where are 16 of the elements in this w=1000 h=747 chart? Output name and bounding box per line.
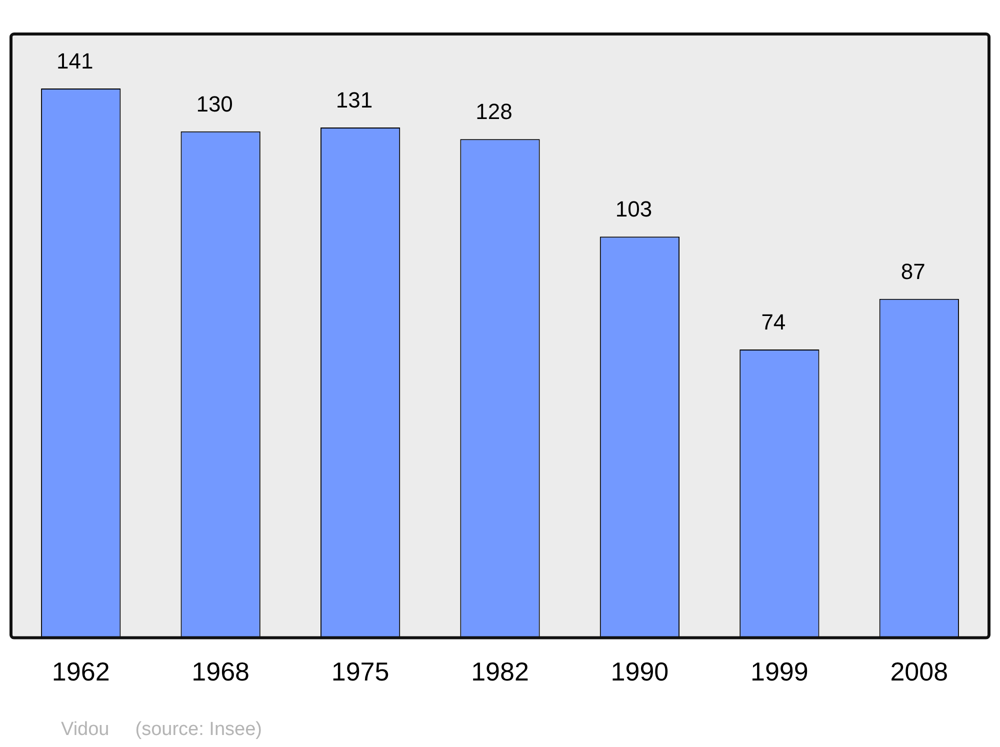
data-label: 128 xyxy=(476,99,512,124)
x-tick-label: 1968 xyxy=(192,656,250,687)
x-tick-label: 1990 xyxy=(610,656,669,687)
data-label: 74 xyxy=(761,310,786,335)
x-tick-label: 1975 xyxy=(331,656,390,687)
data-label: 130 xyxy=(196,91,233,116)
text: Vidou xyxy=(61,719,110,740)
x-tick-label: 1999 xyxy=(750,656,808,687)
data-label: 87 xyxy=(900,258,926,284)
text: (source: Insee) xyxy=(135,719,262,740)
x-tick-label: 1962 xyxy=(52,656,110,687)
data-label: 103 xyxy=(615,196,652,222)
data-label: 141 xyxy=(56,48,94,74)
data-label: 131 xyxy=(336,88,373,113)
x-tick-label: 2008 xyxy=(890,656,948,687)
x-tick-label: 1982 xyxy=(471,656,529,687)
